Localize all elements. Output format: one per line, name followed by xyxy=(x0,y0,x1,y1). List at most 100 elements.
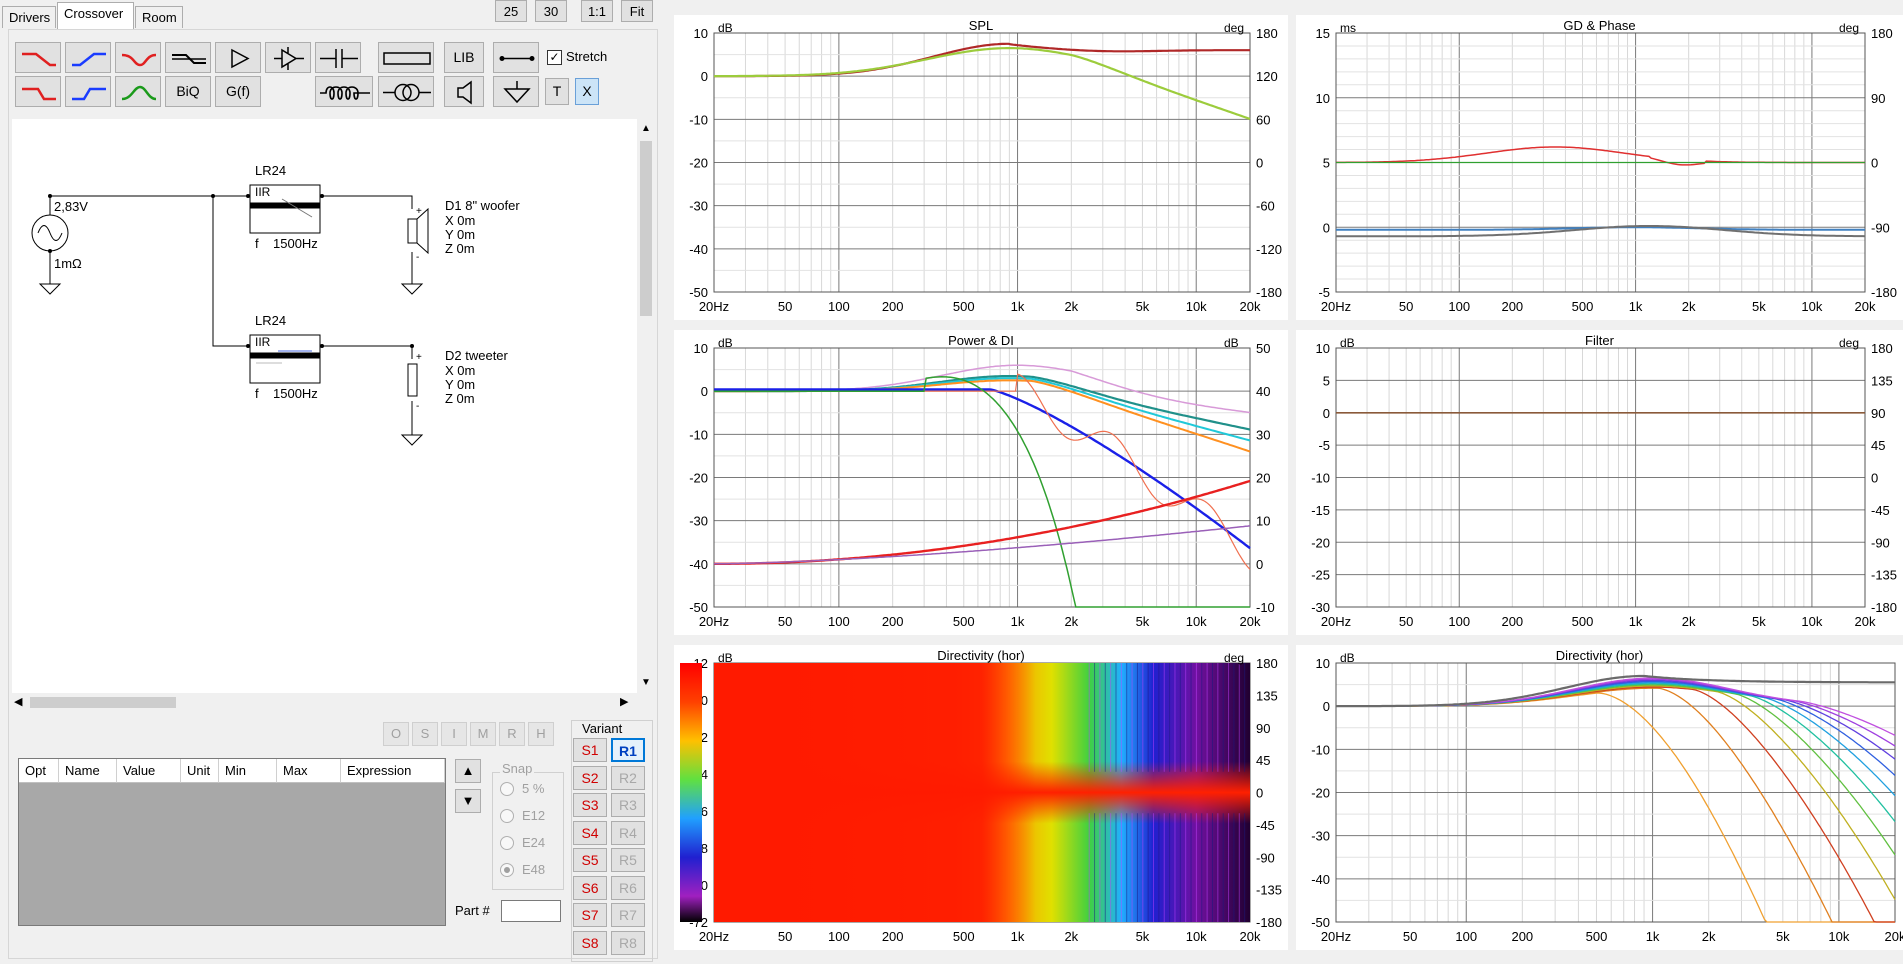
scroll-down-icon[interactable]: ▼ xyxy=(641,677,651,688)
library-button[interactable]: LIB xyxy=(444,42,484,73)
highpass2-tool[interactable] xyxy=(65,76,111,107)
gd-ytick-left: 15 xyxy=(1316,26,1330,41)
filter-ytick-left: 0 xyxy=(1323,406,1330,421)
snap-5pct-radio[interactable] xyxy=(500,782,514,796)
gd-xtick: 50 xyxy=(1399,299,1413,314)
variant-s3-button[interactable]: S3 xyxy=(573,793,607,817)
col-expression[interactable]: Expression xyxy=(341,759,445,783)
tab-crossover[interactable]: Crossover xyxy=(57,2,134,29)
col-opt[interactable]: Opt xyxy=(19,759,59,783)
notch-tool[interactable] xyxy=(115,42,161,73)
gd-xtick: 2k xyxy=(1682,299,1696,314)
filter-ytick-left: 10 xyxy=(1316,341,1330,356)
inductor-tool[interactable] xyxy=(315,76,373,107)
schematic-vscrollbar[interactable]: ▲ ▼ xyxy=(637,119,655,693)
part-number-input[interactable] xyxy=(501,900,561,922)
highpass-tool[interactable] xyxy=(65,42,111,73)
zoom-30-button[interactable]: 30 xyxy=(535,0,567,22)
power-ytick-right: 50 xyxy=(1256,341,1270,356)
shelf-tool[interactable] xyxy=(165,42,211,73)
power-xtick: 100 xyxy=(828,614,850,629)
col-min[interactable]: Min xyxy=(219,759,277,783)
col-value[interactable]: Value xyxy=(117,759,181,783)
opt-h-button[interactable]: H xyxy=(528,722,554,746)
gain-tool[interactable] xyxy=(215,42,261,73)
vscroll-thumb[interactable] xyxy=(640,141,652,316)
move-up-button[interactable]: ▲ xyxy=(455,759,481,783)
variant-r6-button[interactable]: R6 xyxy=(611,875,645,900)
variant-r3-button[interactable]: R3 xyxy=(611,793,645,817)
col-name[interactable]: Name xyxy=(59,759,117,783)
variant-s7-button[interactable]: S7 xyxy=(573,903,607,927)
variant-s4-button[interactable]: S4 xyxy=(573,820,607,845)
variant-r1-button[interactable]: R1 xyxy=(611,738,645,762)
filter-xtick: 100 xyxy=(1448,614,1470,629)
t-button[interactable]: T xyxy=(545,78,569,105)
scroll-right-icon[interactable]: ▶ xyxy=(620,696,629,708)
directivity-map-chart[interactable]: 120-12-24-36-48-60-7218013590450-45-90-1… xyxy=(674,645,1288,950)
spl-xtick: 2k xyxy=(1064,299,1078,314)
opt-s-button[interactable]: S xyxy=(412,722,438,746)
variant-r8-button[interactable]: R8 xyxy=(611,930,645,955)
lowpass-tool[interactable] xyxy=(15,42,61,73)
wire-tool[interactable] xyxy=(493,42,539,73)
hscroll-thumb[interactable] xyxy=(30,697,176,708)
col-max[interactable]: Max xyxy=(277,759,341,783)
capacitor-tool[interactable] xyxy=(315,42,361,73)
tab-drivers[interactable]: Drivers xyxy=(2,6,56,28)
snap-e12-radio[interactable] xyxy=(500,809,514,823)
gd-ytick-left: 5 xyxy=(1323,156,1330,171)
x-button[interactable]: X xyxy=(575,78,599,105)
speaker-tool[interactable] xyxy=(444,76,484,107)
biquad-button[interactable]: BiQ xyxy=(165,76,211,107)
filter-chart[interactable]: 10 5 0 -5 -10 -15 -20 -25 -30 180 135 90 45 0 -45 -90 -1… xyxy=(1296,330,1903,635)
variant-s6-button[interactable]: S6 xyxy=(573,875,607,900)
directivity-color-scale xyxy=(680,663,702,922)
scroll-left-icon[interactable]: ◀ xyxy=(14,696,23,708)
power-di-chart[interactable]: 10 0 -10 -20 -30 -40 -50 50 40 30 20 10 0 -10 20Hz 50 10… xyxy=(674,330,1288,635)
variant-s2-button[interactable]: S2 xyxy=(573,765,607,790)
opt-o-button[interactable]: O xyxy=(383,722,409,746)
schematic-hscrollbar[interactable]: ◀ ▶ xyxy=(12,693,637,711)
variant-r5-button[interactable]: R5 xyxy=(611,848,645,872)
zoom-1-1-button[interactable]: 1:1 xyxy=(581,0,613,22)
move-down-button[interactable]: ▼ xyxy=(455,789,481,813)
variant-s5-button[interactable]: S5 xyxy=(573,848,607,872)
schematic-canvas[interactable]: + - + - 2,83V 1mΩ LR24 IIR f 1500Hz LR24… xyxy=(12,119,655,693)
filter2-type: LR24 xyxy=(255,313,287,328)
ground-tool[interactable] xyxy=(493,76,539,107)
directivity-angle-curve xyxy=(1336,686,1895,923)
variant-r2-button[interactable]: R2 xyxy=(611,765,645,790)
bandpass-tool[interactable] xyxy=(115,76,161,107)
gd-ytick-right: 0 xyxy=(1871,156,1878,171)
arrow-up-icon: ▲ xyxy=(461,763,475,778)
transformer-tool[interactable] xyxy=(378,76,434,107)
resistor-tool[interactable] xyxy=(378,42,434,73)
gf-button[interactable]: G(f) xyxy=(215,76,261,107)
lowpass2-tool[interactable] xyxy=(15,76,61,107)
opt-r-button[interactable]: R xyxy=(499,722,525,746)
spl-chart[interactable]: 10 0 -10 -20 -30 -40 -50 180 120 60 0 -60 -120 -180 20… xyxy=(674,15,1288,320)
buffer-tool[interactable] xyxy=(265,42,311,73)
variant-s8-button[interactable]: S8 xyxy=(573,930,607,955)
spl-ytick-right: 180 xyxy=(1256,26,1278,41)
parameter-table[interactable]: Opt Name Value Unit Min Max Expression xyxy=(18,758,446,926)
fit-button[interactable]: Fit xyxy=(621,0,653,22)
variant-r7-button[interactable]: R7 xyxy=(611,903,645,927)
amplifier-icon xyxy=(231,48,250,69)
variant-s1-button[interactable]: S1 xyxy=(573,738,607,762)
opt-m-button[interactable]: M xyxy=(470,722,496,746)
variant-r4-button[interactable]: R4 xyxy=(611,820,645,845)
gd-phase-chart[interactable]: 15 10 5 0 -5 180 90 0 -90 -180 20Hz 50 100 200 500 1k 2k… xyxy=(1296,15,1903,320)
snap-e48-radio[interactable] xyxy=(500,863,514,877)
zoom-25-button[interactable]: 25 xyxy=(495,0,527,22)
spl-onaxis-curve xyxy=(714,47,1251,120)
opt-i-button[interactable]: I xyxy=(441,722,467,746)
snap-e24-radio[interactable] xyxy=(500,836,514,850)
col-unit[interactable]: Unit xyxy=(181,759,219,783)
stretch-checkbox[interactable]: ✓ xyxy=(547,50,562,65)
scroll-up-icon[interactable]: ▲ xyxy=(641,123,651,134)
spl-xtick: 50 xyxy=(778,299,792,314)
tab-room[interactable]: Room xyxy=(135,6,183,28)
directivity-curves-chart[interactable]: 10 0 -10 -20 -30 -40 -50 20Hz 50 100 200 500 1k 2k 5k 1… xyxy=(1296,645,1903,950)
